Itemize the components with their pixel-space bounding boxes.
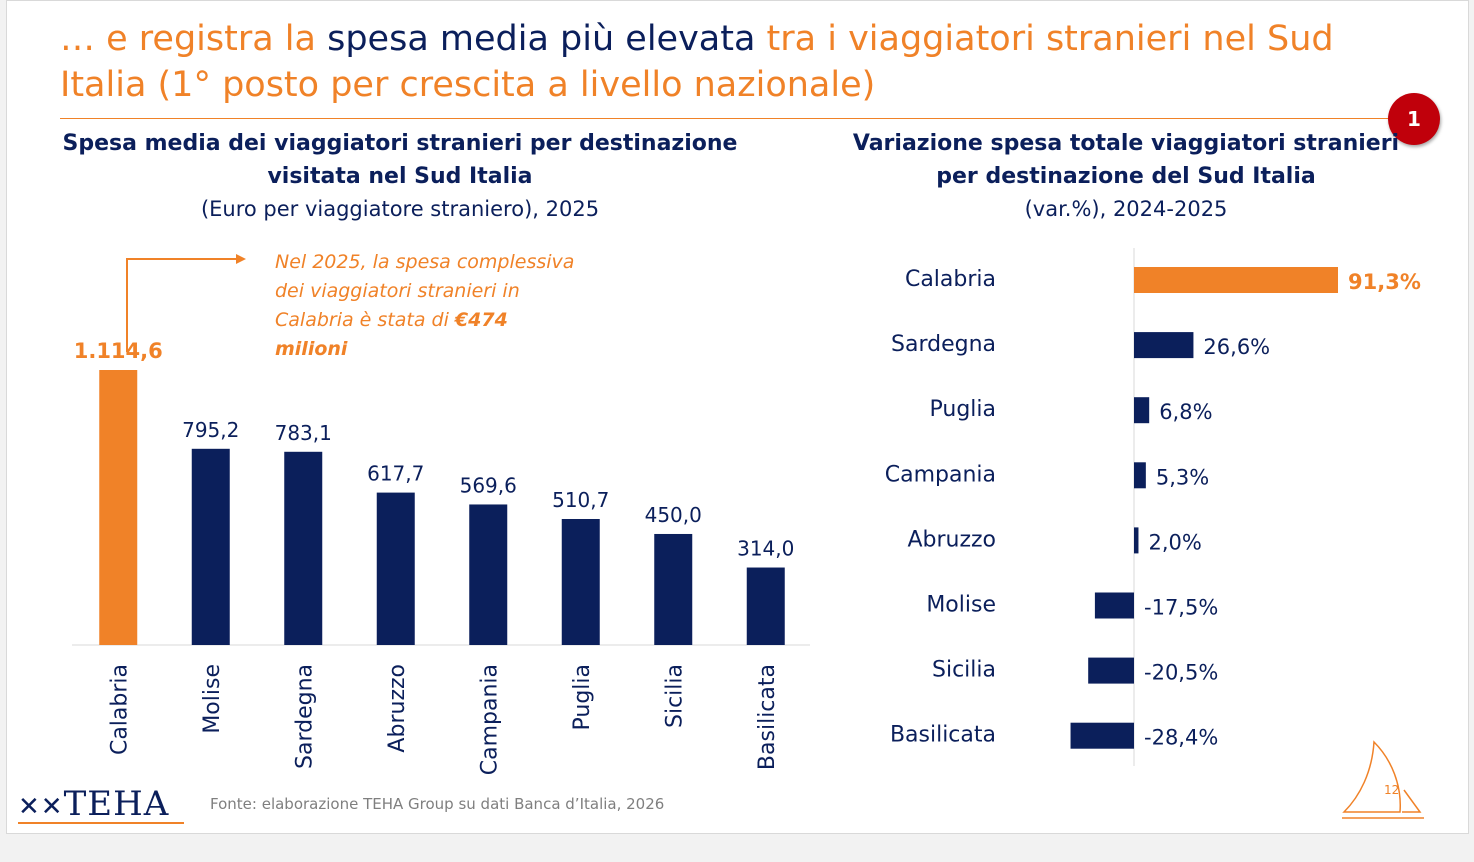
section-badge: 1 xyxy=(1388,93,1440,145)
callout-text: Nel 2025, la spesa complessiva dei viagg… xyxy=(275,251,575,331)
bar xyxy=(1134,267,1338,293)
data-label: 569,6 xyxy=(460,473,517,497)
logo-text: TEHA xyxy=(63,784,170,824)
category-label: Sardegna xyxy=(292,664,317,769)
category-label: Calabria xyxy=(905,267,996,292)
category-label: Sicilia xyxy=(662,664,687,728)
left-chart-title-line1: Spesa media dei viaggiatori stranieri pe… xyxy=(62,131,738,156)
category-label: Calabria xyxy=(107,664,132,755)
bar xyxy=(376,492,415,645)
bar xyxy=(746,567,785,645)
category-label: Sicilia xyxy=(932,658,996,683)
bar xyxy=(469,504,508,645)
data-label: 783,1 xyxy=(275,421,332,445)
category-label: Abruzzo xyxy=(907,527,996,552)
title-part-2: spesa media più elevata xyxy=(327,19,756,59)
title-part-1: … e registra la xyxy=(60,19,328,59)
left-bar-chart: 1.114,6 Calabria 795,2 Molise 783,1 Sardegna 6… xyxy=(72,339,810,775)
bar xyxy=(1134,332,1194,359)
left-chart-title-line2: visitata nel Sud Italia xyxy=(267,164,533,189)
category-label: Campania xyxy=(477,664,502,775)
data-label: 617,7 xyxy=(367,462,424,486)
title-part-3: tra i viaggiatori stranieri nel Sud Ital… xyxy=(60,19,1334,105)
title-divider xyxy=(60,118,1400,119)
bar xyxy=(561,518,600,645)
callout-arrow-head xyxy=(236,254,246,264)
sailboat-icon xyxy=(1342,740,1424,819)
right-chart-subtitle: (var.%), 2024-2025 xyxy=(1024,197,1228,221)
data-label: 314,0 xyxy=(737,537,794,561)
data-label: -28,4% xyxy=(1144,726,1218,750)
callout-arrow-line xyxy=(126,258,238,352)
data-label: -20,5% xyxy=(1144,661,1218,685)
right-chart-title: Variazione spesa totale viaggiatori stra… xyxy=(826,127,1426,193)
bar xyxy=(654,533,693,645)
category-label: Puglia xyxy=(570,664,595,731)
data-label: 5,3% xyxy=(1156,465,1209,489)
left-chart-title: Spesa media dei viaggiatori stranieri pe… xyxy=(40,127,760,193)
data-label: 510,7 xyxy=(552,488,609,512)
category-label: Molise xyxy=(200,664,225,734)
data-label: 26,6% xyxy=(1203,335,1270,359)
category-label: Campania xyxy=(885,462,996,487)
category-label: Puglia xyxy=(930,397,997,422)
slide xyxy=(6,0,1469,834)
data-label: 6,8% xyxy=(1159,400,1212,424)
bar xyxy=(1070,722,1134,749)
bar xyxy=(1134,462,1146,489)
bar xyxy=(1088,657,1134,684)
bar xyxy=(191,448,230,645)
bar xyxy=(1134,527,1139,554)
right-bar-chart: 91,3% Calabria 26,6% Sardegna 6,8% Puglia 5,3%… xyxy=(885,248,1421,766)
data-label: 2,0% xyxy=(1148,530,1201,554)
category-label: Basilicata xyxy=(755,664,780,770)
page-number: 12 xyxy=(1384,783,1400,797)
bar xyxy=(1094,592,1134,619)
category-label: Molise xyxy=(926,593,996,618)
data-label: 1.114,6 xyxy=(74,339,163,363)
callout-note: Nel 2025, la spesa complessiva dei viagg… xyxy=(275,248,575,364)
bar xyxy=(99,370,138,645)
bar xyxy=(1134,397,1150,424)
teha-logo: ✕✕TEHA xyxy=(18,784,169,824)
logo-mark-icon: ✕✕ xyxy=(18,792,64,822)
data-label: 91,3% xyxy=(1348,270,1421,294)
page-title: … e registra la spesa media più elevata … xyxy=(60,16,1400,108)
category-label: Sardegna xyxy=(891,332,996,357)
data-label: 795,2 xyxy=(182,418,239,442)
data-label: 450,0 xyxy=(645,503,702,527)
callout-highlight: €474 milioni xyxy=(275,309,508,360)
source-note: Fonte: elaborazione TEHA Group su dati B… xyxy=(210,795,665,813)
logo-underline xyxy=(18,822,184,824)
category-label: Basilicata xyxy=(890,723,996,748)
data-label: -17,5% xyxy=(1144,596,1218,620)
right-chart-title-line2: per destinazione del Sud Italia xyxy=(936,164,1316,189)
left-chart-subtitle: (Euro per viaggiatore straniero), 2025 xyxy=(200,197,600,221)
category-label: Abruzzo xyxy=(385,664,410,753)
right-chart-title-line1: Variazione spesa totale viaggiatori stra… xyxy=(852,131,1400,156)
bar xyxy=(284,451,323,645)
